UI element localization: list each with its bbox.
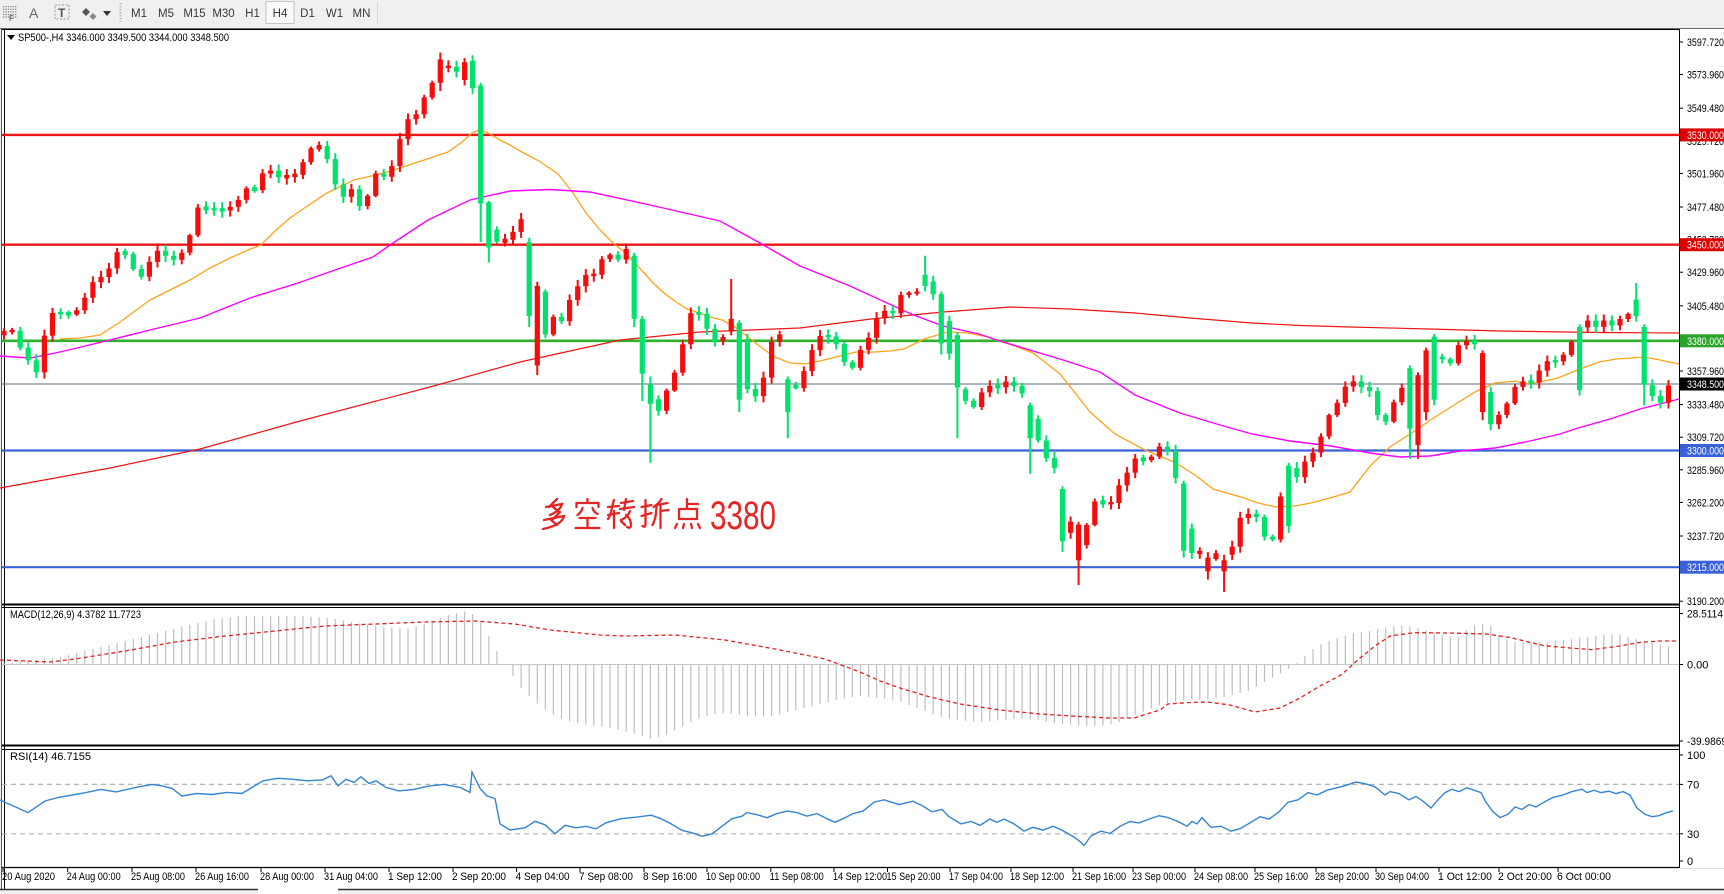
svg-text:M5: M5 <box>158 8 174 20</box>
svg-text:28.5114: 28.5114 <box>1687 609 1723 621</box>
svg-text:21 Sep 16:00: 21 Sep 16:00 <box>1072 871 1126 883</box>
svg-text:1 Sep 12:00: 1 Sep 12:00 <box>388 871 442 883</box>
svg-text:M15: M15 <box>183 8 205 20</box>
svg-text:H1: H1 <box>245 8 260 20</box>
svg-text:28 Sep 20:00: 28 Sep 20:00 <box>1315 871 1369 883</box>
svg-text:7 Sep 08:00: 7 Sep 08:00 <box>579 871 633 883</box>
svg-text:MACD(12,26,9) 4.3782 11.7723: MACD(12,26,9) 4.3782 11.7723 <box>10 609 141 621</box>
svg-text:3262.200: 3262.200 <box>1687 497 1724 509</box>
svg-text:3450.000: 3450.000 <box>1687 240 1724 252</box>
svg-text:M30: M30 <box>212 8 234 20</box>
svg-text:3357.960: 3357.960 <box>1687 366 1724 378</box>
svg-text:25 Aug 08:00: 25 Aug 08:00 <box>131 871 185 883</box>
svg-text:D1: D1 <box>300 8 315 20</box>
svg-text:100: 100 <box>1687 750 1705 762</box>
svg-text:3237.720: 3237.720 <box>1687 531 1724 543</box>
svg-text:3215.000: 3215.000 <box>1687 562 1724 574</box>
svg-text:3477.480: 3477.480 <box>1687 202 1724 214</box>
svg-text:RSI(14) 46.7155: RSI(14) 46.7155 <box>10 751 91 763</box>
svg-text:30: 30 <box>1687 829 1699 841</box>
svg-text:30 Sep 04:00: 30 Sep 04:00 <box>1375 871 1429 883</box>
svg-text:17 Sep 04:00: 17 Sep 04:00 <box>949 871 1003 883</box>
svg-text:70: 70 <box>1687 779 1699 791</box>
svg-text:3597.720: 3597.720 <box>1687 37 1724 49</box>
svg-text:6 Oct 00:00: 6 Oct 00:00 <box>1557 871 1611 883</box>
svg-text:M1: M1 <box>131 8 147 20</box>
svg-text:MN: MN <box>353 8 371 20</box>
svg-text:8 Sep 16:00: 8 Sep 16:00 <box>643 871 697 883</box>
svg-text:3380.000: 3380.000 <box>1687 336 1724 348</box>
svg-text:10 Sep 00:00: 10 Sep 00:00 <box>706 871 760 883</box>
svg-text:18 Sep 12:00: 18 Sep 12:00 <box>1010 871 1064 883</box>
svg-text:25 Sep 16:00: 25 Sep 16:00 <box>1254 871 1308 883</box>
svg-text:15 Sep 20:00: 15 Sep 20:00 <box>887 871 941 883</box>
svg-text:H4: H4 <box>273 8 288 20</box>
svg-text:W1: W1 <box>326 8 343 20</box>
svg-text:14 Sep 12:00: 14 Sep 12:00 <box>833 871 887 883</box>
svg-text:11 Sep 08:00: 11 Sep 08:00 <box>770 871 824 883</box>
svg-text:23 Sep 00:00: 23 Sep 00:00 <box>1132 871 1186 883</box>
svg-text:28 Aug 00:00: 28 Aug 00:00 <box>260 871 314 883</box>
svg-text:3348.500: 3348.500 <box>1687 379 1724 391</box>
svg-text:3380: 3380 <box>710 494 776 538</box>
svg-text:3285.960: 3285.960 <box>1687 465 1724 477</box>
svg-text:0: 0 <box>1687 856 1693 868</box>
svg-text:24 Sep 08:00: 24 Sep 08:00 <box>1194 871 1248 883</box>
svg-text:3190.200: 3190.200 <box>1687 596 1724 608</box>
svg-text:SP500-,H4 3346.000 3349.500 3: SP500-,H4 3346.000 3349.500 3344.000 334… <box>18 32 229 44</box>
svg-text:A: A <box>29 5 39 21</box>
svg-text:3333.480: 3333.480 <box>1687 400 1724 412</box>
svg-text:31 Aug 04:00: 31 Aug 04:00 <box>324 871 378 883</box>
svg-text:3405.480: 3405.480 <box>1687 301 1724 313</box>
svg-text:26 Aug 16:00: 26 Aug 16:00 <box>195 871 249 883</box>
svg-text:2 Sep 20:00: 2 Sep 20:00 <box>452 871 506 883</box>
svg-text:3549.480: 3549.480 <box>1687 103 1724 115</box>
svg-text:T: T <box>58 6 66 20</box>
svg-text:0.00: 0.00 <box>1687 660 1708 672</box>
svg-text:20 Aug 2020: 20 Aug 2020 <box>2 871 55 883</box>
svg-text:4 Sep 04:00: 4 Sep 04:00 <box>516 871 570 883</box>
svg-text:3309.720: 3309.720 <box>1687 432 1724 444</box>
svg-text:1 Oct 12:00: 1 Oct 12:00 <box>1438 871 1492 883</box>
svg-text:2 Oct 20:00: 2 Oct 20:00 <box>1498 871 1552 883</box>
svg-text:3300.000: 3300.000 <box>1687 446 1724 458</box>
svg-text:24 Aug 00:00: 24 Aug 00:00 <box>67 871 121 883</box>
svg-text:3501.960: 3501.960 <box>1687 168 1724 180</box>
svg-text:3429.960: 3429.960 <box>1687 267 1724 279</box>
svg-text:-39.9869: -39.9869 <box>1687 736 1724 748</box>
svg-text:3530.000: 3530.000 <box>1687 130 1724 142</box>
svg-text:F: F <box>9 14 14 23</box>
svg-text:3573.960: 3573.960 <box>1687 70 1724 82</box>
